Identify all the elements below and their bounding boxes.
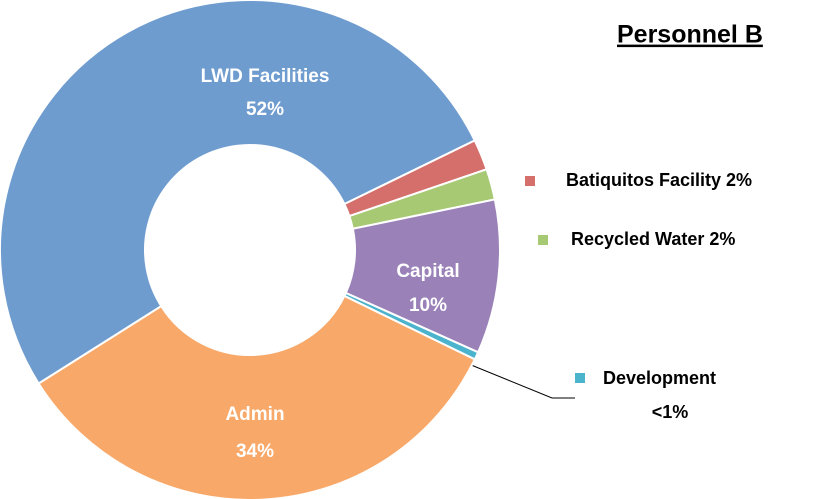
donut-slice (37, 294, 477, 499)
slice-value-label: 2% (726, 170, 752, 190)
slice-name: Batiquitos Facility (566, 170, 721, 190)
slice-value-label: <1% (652, 402, 689, 422)
slice-label: Capital (396, 261, 459, 282)
slices (0, 0, 501, 499)
slice-value-label: 52% (246, 99, 284, 120)
slice-label: LWD Facilities (201, 66, 330, 87)
slice-label: Development (603, 368, 716, 388)
chart-title: Personnel B (617, 21, 763, 49)
slice-label: Recycled Water 2% (571, 229, 735, 249)
slice-label: Batiquitos Facility 2% (566, 170, 752, 190)
slice-label: Admin (225, 404, 284, 425)
slice-value-label: 2% (709, 229, 735, 249)
slice-name: Recycled Water (571, 229, 704, 249)
donut-slice (0, 0, 477, 385)
slice-value-label: 10% (409, 295, 447, 316)
legend-swatch (538, 235, 548, 245)
legend-swatch (575, 373, 585, 383)
slice-value-label: 34% (236, 441, 274, 462)
legend-swatch (525, 176, 535, 186)
